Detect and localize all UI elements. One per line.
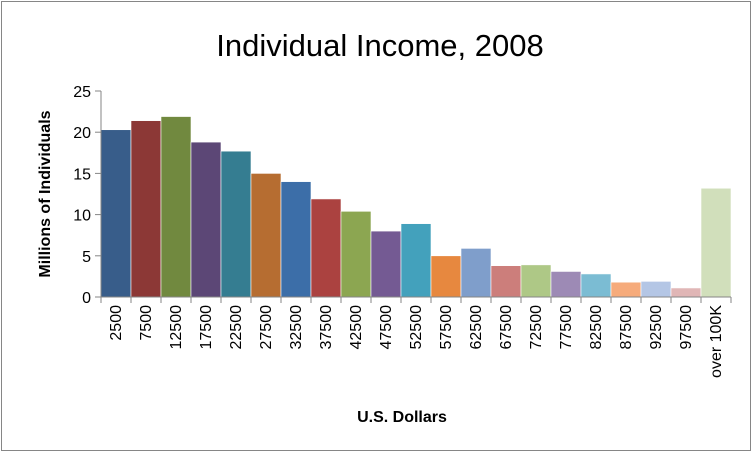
bar-57500: [430, 255, 462, 298]
bar-17500: [190, 141, 222, 298]
bar-42500: [340, 211, 372, 298]
x-tick-label: 77500: [558, 305, 575, 350]
bar-7500: [130, 120, 162, 298]
x-tick-label: 2500: [108, 305, 125, 341]
x-tick-label: 52500: [408, 305, 425, 350]
y-axis-title: Millions of Individuals: [37, 110, 54, 277]
x-tick-label: 7500: [138, 305, 155, 341]
x-tick-label: 47500: [378, 305, 395, 350]
y-tick-label: 25: [73, 84, 91, 101]
x-tick-label: 82500: [588, 305, 605, 350]
bar-over-100k: [700, 187, 732, 298]
bars-group: [100, 116, 732, 298]
x-axis-title: U.S. Dollars: [357, 409, 447, 426]
x-tick-label: 42500: [348, 305, 365, 350]
x-tick-label: 57500: [438, 305, 455, 350]
bar-72500: [520, 264, 552, 298]
x-tick-label: 27500: [258, 305, 275, 350]
x-tick-label: 37500: [318, 305, 335, 350]
bar-52500: [400, 223, 432, 298]
bar-77500: [550, 271, 582, 298]
y-tick-label: 5: [82, 249, 91, 266]
x-tick-label: 67500: [498, 305, 515, 350]
y-tick-labels: 0 5 10 15 20 25: [73, 84, 91, 307]
x-tick-label: 32500: [288, 305, 305, 350]
y-tick-label: 15: [73, 166, 91, 183]
x-tick-label: 12500: [168, 305, 185, 350]
y-tick-label: 0: [82, 290, 91, 307]
x-tick-label: over 100K: [708, 305, 725, 378]
bar-12500: [160, 116, 192, 298]
bar-92500: [640, 281, 672, 298]
bar-37500: [310, 198, 342, 298]
bar-27500: [250, 173, 282, 298]
bar-47500: [370, 230, 402, 298]
bar-82500: [580, 273, 612, 298]
y-tick-label: 20: [73, 125, 91, 142]
bar-97500: [670, 287, 702, 298]
bar-22500: [220, 150, 252, 298]
bar-2500: [100, 129, 132, 298]
bar-62500: [460, 248, 492, 298]
y-tick-label: 10: [73, 208, 91, 225]
x-tick-label: 62500: [468, 305, 485, 350]
x-tick-label: 92500: [648, 305, 665, 350]
bar-32500: [280, 181, 312, 298]
chart-title: Individual Income, 2008: [216, 28, 543, 63]
x-tick-label: 97500: [678, 305, 695, 350]
x-tick-label: 87500: [618, 305, 635, 350]
x-tick-label: 17500: [198, 305, 215, 350]
axes-group: [95, 90, 732, 303]
x-tick-label: 22500: [228, 305, 245, 350]
bar-67500: [490, 265, 522, 298]
x-tick-label: 72500: [528, 305, 545, 350]
bar-87500: [610, 281, 642, 298]
x-tick-labels: 2500 7500 12500 17500 22500 27500 32500 37500 42…: [108, 305, 725, 378]
